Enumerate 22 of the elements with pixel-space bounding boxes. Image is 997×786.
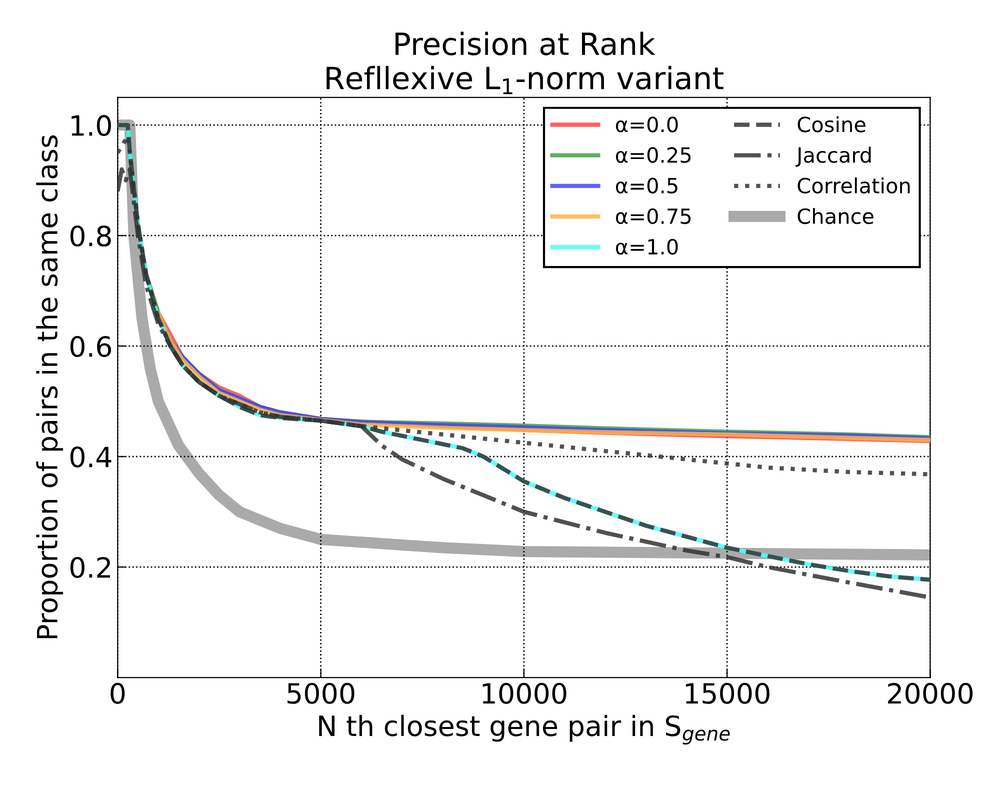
x-tick-label: 10000 xyxy=(482,682,566,704)
legend-label: α=0.5 xyxy=(616,178,678,194)
legend-label: Chance xyxy=(798,208,874,224)
legend-label: α=1.0 xyxy=(616,238,678,255)
y-tick-label: 0.4 xyxy=(70,446,112,468)
x-axis-title: N th closest gene pair in S$_{gene}$ xyxy=(319,714,730,745)
x-tick-label: 15000 xyxy=(686,682,770,704)
x-tick-label: 20000 xyxy=(888,682,973,704)
legend-label: α=0.25 xyxy=(616,147,691,163)
x-tick-label: 5000 xyxy=(288,682,354,704)
x-tick-label: 0 xyxy=(110,682,125,704)
y-tick-label: 1.0 xyxy=(72,115,111,136)
legend-label: α=0.75 xyxy=(616,208,691,224)
chart-title: Precision at Rank Refllexive L$_{1}$-norm variant xyxy=(326,32,724,94)
legend-label: Cosine xyxy=(798,116,866,132)
legend-label: Jaccard xyxy=(796,146,871,167)
legend-label: α=0.0 xyxy=(616,116,678,132)
y-axis-title: Proportion of pairs in the same class xyxy=(36,135,64,638)
y-tick-label: 0.2 xyxy=(70,556,110,578)
y-tick-label: 0.6 xyxy=(70,336,112,358)
legend-label: Correlation xyxy=(798,177,910,194)
y-tick-label: 0.8 xyxy=(70,226,111,247)
